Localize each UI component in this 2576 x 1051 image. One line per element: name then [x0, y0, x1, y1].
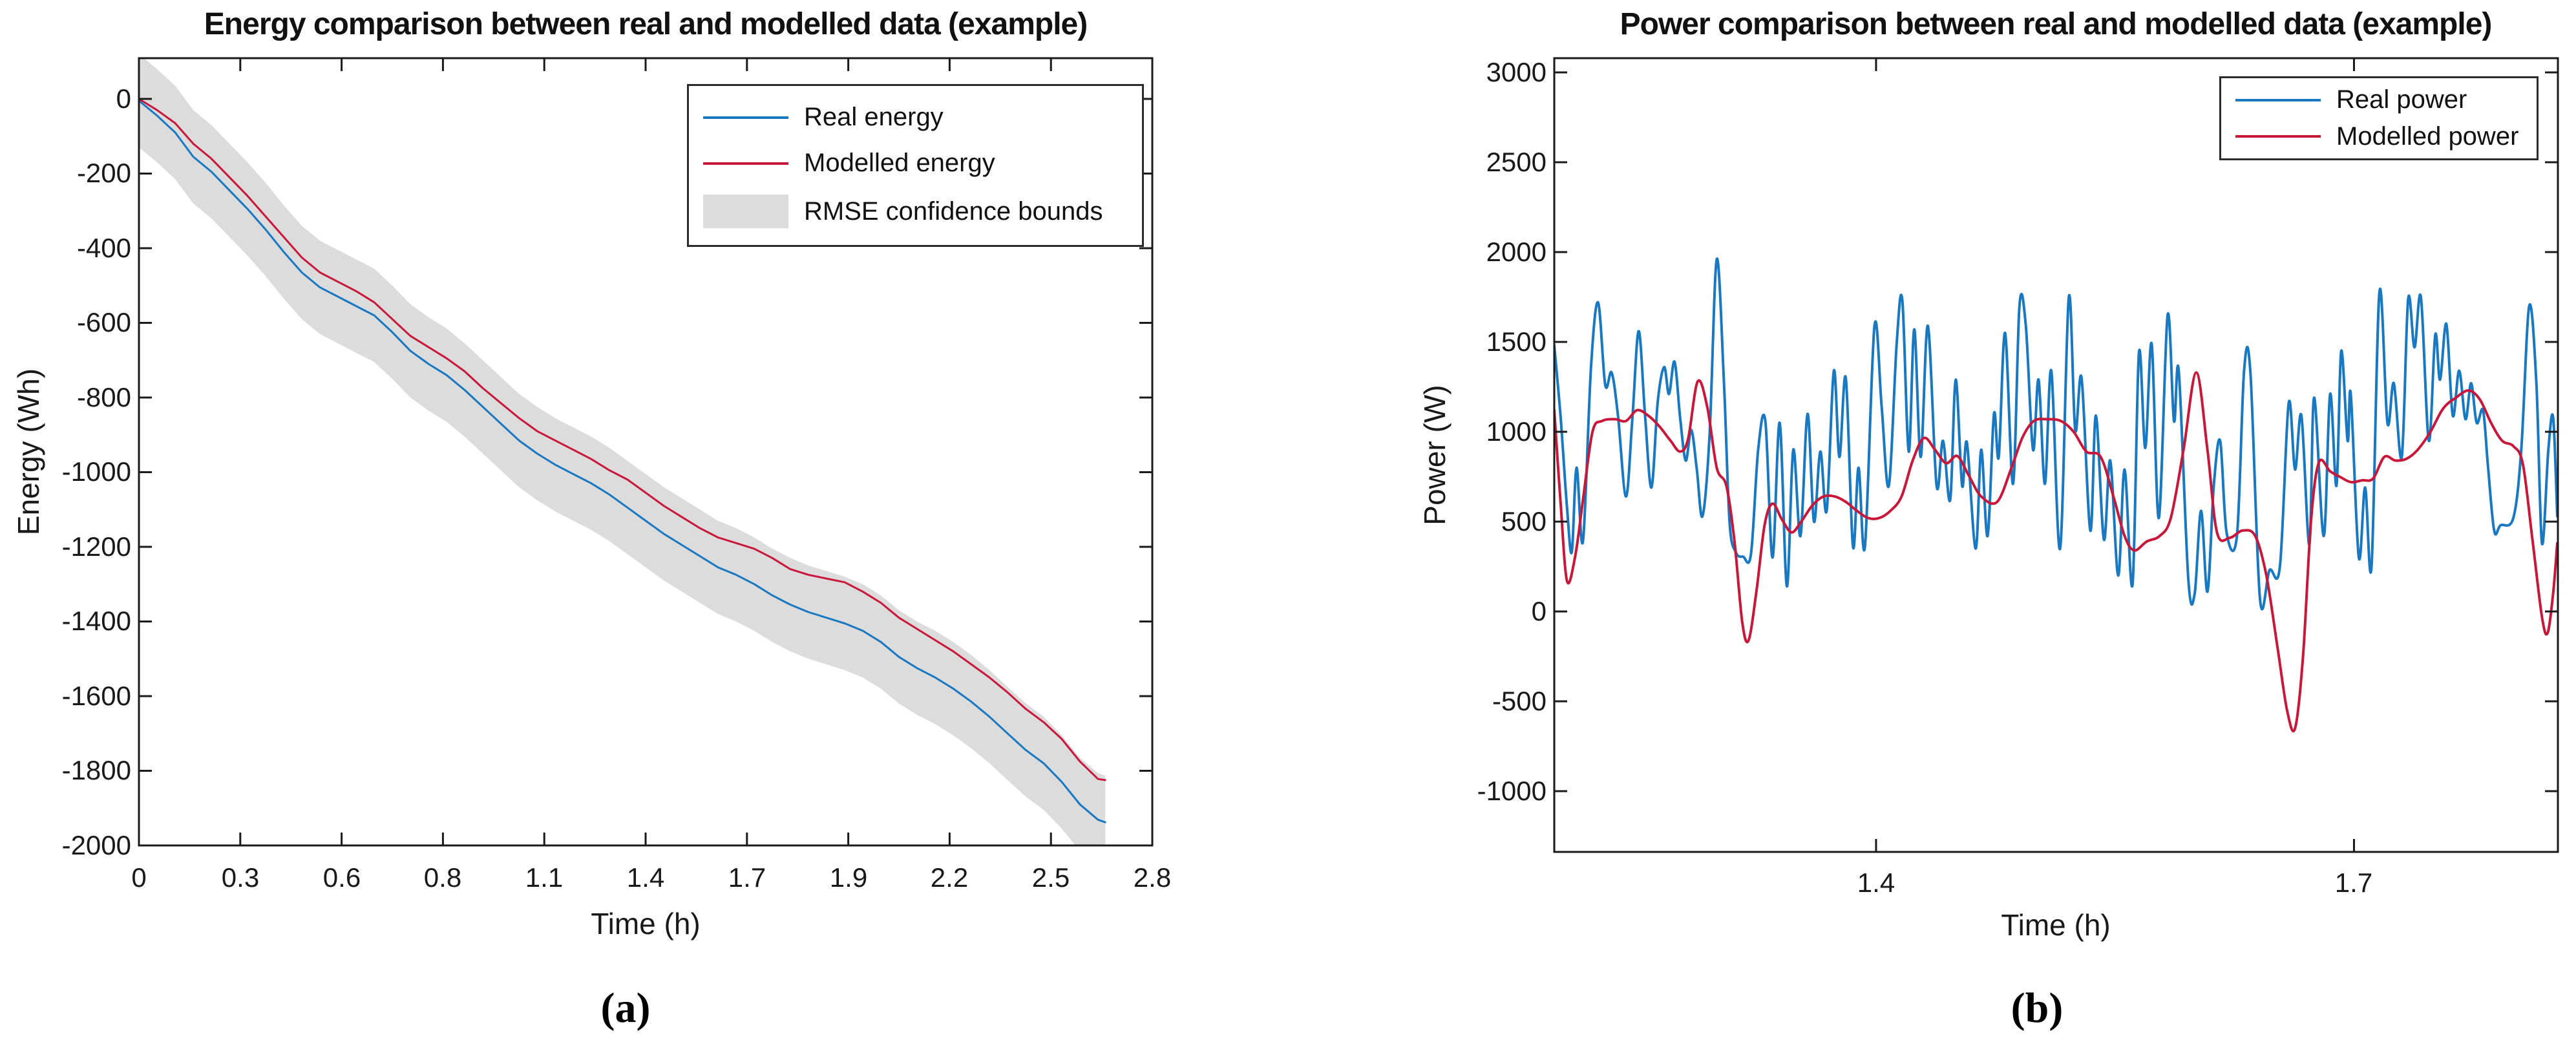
- panel-b-sublabel: (b): [2011, 984, 2064, 1032]
- x-tick-label: 0.8: [423, 862, 462, 893]
- axes-box: [1553, 57, 2559, 853]
- panel-a-sublabel: (a): [600, 984, 651, 1032]
- modelled-energy-line-sample: [703, 162, 788, 165]
- panel-a-legend: Real energy Modelled energy RMSE confide…: [687, 84, 1144, 247]
- legend-label: Modelled power: [2336, 122, 2519, 151]
- panel-a-title: Energy comparison between real and model…: [204, 7, 1088, 41]
- x-tick-label: 1.7: [728, 862, 766, 893]
- x-tick-label: 2.2: [930, 862, 969, 893]
- y-tick-label: -1400: [61, 606, 131, 636]
- panel-a-xlabel: Time (h): [591, 907, 701, 940]
- y-tick-label: -1000: [61, 456, 131, 487]
- legend-label: RMSE confidence bounds: [804, 196, 1103, 226]
- x-tick-label: 1.4: [1857, 867, 1895, 898]
- y-tick-label: 2500: [1486, 147, 1547, 177]
- panel-b-title: Power comparison between real and modell…: [1620, 7, 2493, 41]
- legend-item-modelled-power: Modelled power: [2221, 122, 2537, 151]
- y-tick-label: 3000: [1486, 57, 1547, 87]
- legend-item-real-power: Real power: [2221, 85, 2537, 114]
- panel-b-legend: Real power Modelled power: [2219, 76, 2539, 160]
- x-tick-label: 1.1: [525, 862, 564, 893]
- y-tick-label: 0: [1531, 596, 1547, 626]
- legend-label: Real energy: [804, 103, 944, 131]
- y-tick-label: -200: [76, 158, 131, 188]
- x-tick-label: 1.7: [2334, 867, 2373, 898]
- y-tick-label: -600: [76, 307, 131, 337]
- real-energy-line-sample: [703, 116, 788, 119]
- real-power-line: [1554, 257, 2558, 611]
- legend-item-real-energy: Real energy: [689, 103, 1142, 132]
- y-tick-label: -1000: [1477, 776, 1547, 806]
- x-tick-label: 2.8: [1133, 862, 1172, 893]
- y-tick-label: -800: [76, 382, 131, 412]
- legend-item-rmse-band: RMSE confidence bounds: [689, 195, 1142, 228]
- y-tick-label: 1000: [1486, 416, 1547, 447]
- real-power-line-sample: [2235, 98, 2321, 101]
- x-tick-label: 0.3: [221, 862, 260, 893]
- y-tick-label: -1800: [61, 755, 131, 785]
- y-tick-label: -2000: [61, 830, 131, 860]
- panel-b-xlabel: Time (h): [2001, 908, 2111, 942]
- y-tick-label: -400: [76, 233, 131, 263]
- x-tick-label: 1.9: [829, 862, 868, 893]
- modelled-energy-line: [139, 98, 1106, 781]
- real-energy-line: [139, 100, 1106, 823]
- y-tick-label: 500: [1501, 506, 1547, 536]
- y-tick-label: 0: [116, 83, 131, 114]
- modelled-power-line-sample: [2235, 135, 2321, 138]
- rmse-band-patch-sample: [703, 195, 788, 228]
- legend-label: Real power: [2336, 85, 2467, 114]
- y-tick-label: 2000: [1486, 237, 1547, 267]
- power-panel: [1553, 57, 2559, 853]
- y-tick-label: -1200: [61, 531, 131, 562]
- x-tick-label: 2.5: [1031, 862, 1070, 893]
- y-tick-label: 1500: [1486, 326, 1547, 357]
- x-tick-label: 0.6: [322, 862, 361, 893]
- legend-label: Modelled energy: [804, 149, 995, 177]
- x-tick-label: 1.4: [626, 862, 665, 893]
- x-tick-label: 0: [131, 862, 147, 893]
- y-tick-label: -500: [1492, 686, 1547, 716]
- legend-item-modelled-energy: Modelled energy: [689, 149, 1142, 178]
- energy-panel: [138, 57, 1154, 847]
- modelled-power-line: [1554, 371, 2558, 733]
- confidence-band: [139, 58, 1106, 845]
- y-tick-label: -1600: [61, 681, 131, 711]
